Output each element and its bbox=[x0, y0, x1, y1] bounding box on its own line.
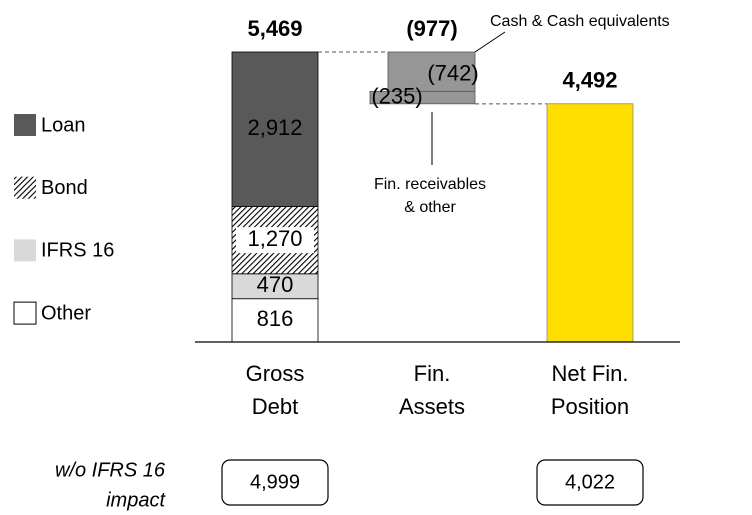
footnote-label: impact bbox=[106, 489, 166, 511]
value-label: (742) bbox=[427, 60, 478, 85]
bar bbox=[546, 103, 634, 343]
total-label: (977) bbox=[406, 16, 457, 41]
value-label: 2,912 bbox=[247, 115, 302, 140]
annotation: & other bbox=[404, 199, 456, 216]
x-tick-label: Gross bbox=[246, 361, 305, 386]
value-label: (235) bbox=[371, 84, 422, 109]
annotation: Fin. receivables bbox=[374, 176, 486, 193]
value-label: 1,270 bbox=[247, 226, 302, 251]
value-label: 816 bbox=[257, 306, 294, 331]
bar-segment bbox=[231, 298, 319, 343]
legend-swatch bbox=[14, 239, 36, 262]
footnote-value: 4,999 bbox=[250, 471, 300, 493]
bar-segment bbox=[231, 273, 319, 300]
legend-label: Bond bbox=[41, 177, 88, 199]
total-label: 5,469 bbox=[247, 16, 302, 41]
x-tick-label: Debt bbox=[252, 394, 298, 419]
annotation: Cash & Cash equivalents bbox=[490, 13, 670, 30]
x-tick-label: Assets bbox=[399, 394, 465, 419]
legend-label: Other bbox=[41, 302, 91, 324]
x-tick-label: Fin. bbox=[414, 361, 451, 386]
value-label: 470 bbox=[257, 272, 294, 297]
label-bg bbox=[236, 227, 314, 254]
footnote-value: 4,022 bbox=[565, 471, 615, 493]
footnote-box bbox=[536, 459, 644, 506]
legend-label: Loan bbox=[41, 114, 86, 136]
legend-swatch bbox=[13, 301, 37, 325]
legend-label: IFRS 16 bbox=[41, 240, 114, 262]
x-tick-label: Net Fin. bbox=[551, 361, 628, 386]
bar-segment bbox=[231, 51, 319, 207]
footnote-box bbox=[221, 459, 329, 506]
bar-segment bbox=[369, 90, 476, 105]
callout-line bbox=[474, 31, 506, 53]
legend-swatch bbox=[14, 114, 36, 136]
footnote-label: w/o IFRS 16 bbox=[55, 459, 166, 481]
legend-swatch bbox=[14, 176, 36, 199]
x-tick-label: Position bbox=[551, 394, 629, 419]
total-label: 4,492 bbox=[562, 68, 617, 93]
